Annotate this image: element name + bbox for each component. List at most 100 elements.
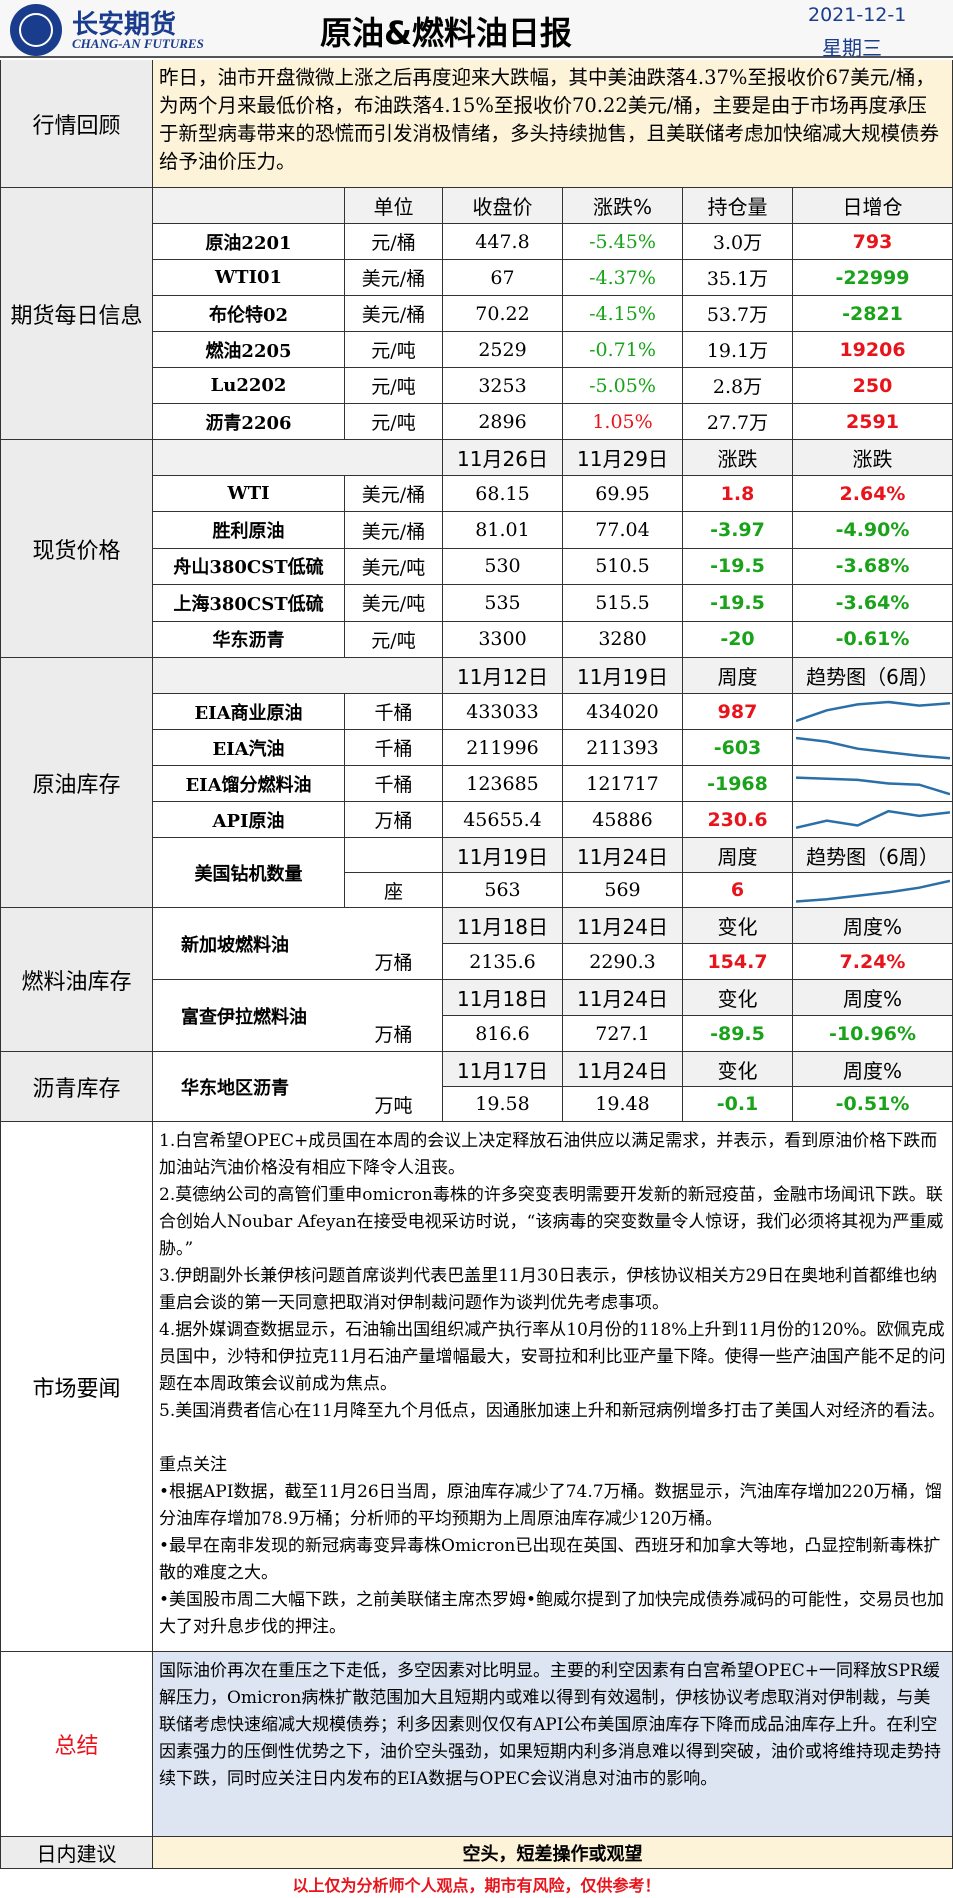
focus-item: •最早在南非发现的新冠病毒变异毒株Omicron已出现在英国、西班牙和加拿大等地… bbox=[159, 1536, 941, 1583]
fuel-inventory-percent: -10.96% bbox=[793, 1016, 953, 1052]
disclaimer-footer: 以上仅为分析师个人观点，期市有风险，仅供参考！ bbox=[292, 1875, 661, 1895]
inventory-curr: 45886 bbox=[563, 802, 683, 838]
open-interest: 35.1万 bbox=[683, 260, 793, 296]
open-interest: 2.8万 bbox=[683, 368, 793, 404]
trend-line bbox=[795, 879, 950, 903]
news-paragraph: 2.莫德纳公司的高管们重申omicron毒株的许多突变表明需要开发新的新冠疫苗，… bbox=[159, 1185, 944, 1259]
inventory-prev: 45655.4 bbox=[443, 802, 563, 838]
spot-price-prev: 68.15 bbox=[443, 476, 563, 513]
intraday-advice: 空头，短差操作或观望 bbox=[153, 1837, 953, 1869]
summary-text: 国际油价再次在重压之下走低，多空因素对比明显。主要的利空因素有白宫希望OPEC+… bbox=[153, 1652, 953, 1837]
unit-cell: 美元/桶 bbox=[345, 512, 443, 549]
inventory-weekly-change: 987 bbox=[683, 694, 793, 730]
contract-name: 原油2201 bbox=[153, 224, 345, 260]
spot-header-cell: 11月29日 bbox=[563, 440, 683, 476]
spot-product-name: 胜利原油 bbox=[153, 512, 345, 549]
asphalt-inventory-prev: 19.58 bbox=[443, 1087, 563, 1122]
futures-header-cell: 收盘价 bbox=[443, 188, 563, 224]
report-date: 2021-12-1 bbox=[808, 4, 907, 26]
inventory-weekly-change: -1968 bbox=[683, 766, 793, 802]
fuel-header-cell: 周度% bbox=[793, 908, 953, 944]
futures-header-cell: 持仓量 bbox=[683, 188, 793, 224]
inventory-item-name: API原油 bbox=[153, 802, 345, 838]
inventory-header-cell: 周度 bbox=[683, 658, 793, 694]
inventory-header-cell: 11月19日 bbox=[563, 658, 683, 694]
spot-price-curr: 510.5 bbox=[563, 548, 683, 586]
asphalt-header-cell: 11月17日 bbox=[443, 1052, 563, 1087]
spot-change-percent: -3.64% bbox=[793, 585, 953, 622]
futures-header-blank bbox=[153, 188, 345, 224]
open-interest: 27.7万 bbox=[683, 404, 793, 440]
news-paragraph: 5.美国消费者信心在11月降至九个月低点，因通胀加速上升和新冠病例增多打击了美国… bbox=[159, 1401, 945, 1421]
trend-chart-sparkline bbox=[795, 775, 950, 795]
spot-price-curr: 77.04 bbox=[563, 512, 683, 549]
daily-oi-change: -2821 bbox=[793, 296, 953, 332]
unit-cell: 千桶 bbox=[345, 766, 443, 802]
unit-cell: 万吨 bbox=[345, 1087, 443, 1122]
inventory-header-cell: 11月12日 bbox=[443, 658, 563, 694]
fuel-inventory-curr: 727.1 bbox=[563, 1016, 683, 1052]
unit-cell: 美元/桶 bbox=[345, 296, 443, 332]
focus-item: •根据API数据，截至11月26日当周，原油库存减少了74.7万桶。数据显示，汽… bbox=[159, 1482, 943, 1529]
section-label-futures: 期货每日信息 bbox=[0, 188, 153, 440]
asphalt-inventory-curr: 19.48 bbox=[563, 1087, 683, 1122]
unit-cell: 万桶 bbox=[345, 802, 443, 838]
inventory-weekly-change: 230.6 bbox=[683, 802, 793, 838]
asphalt-inventory-change: -0.1 bbox=[683, 1087, 793, 1122]
spot-price-prev: 530 bbox=[443, 548, 563, 586]
rig-count-prev: 563 bbox=[443, 873, 563, 908]
asphalt-inventory-percent: -0.51% bbox=[793, 1087, 953, 1122]
inventory-curr: 434020 bbox=[563, 694, 683, 730]
close-price: 3253 bbox=[443, 368, 563, 404]
inventory-prev: 211996 bbox=[443, 730, 563, 766]
logo-english-name: CHANG-AN FUTURES bbox=[72, 36, 204, 51]
rig-weekly-change: 6 bbox=[683, 873, 793, 908]
unit-cell: 元/桶 bbox=[345, 224, 443, 260]
spot-price-curr: 69.95 bbox=[563, 476, 683, 513]
news-paragraph: 1.白宫希望OPEC+成员国在本周的会议上决定释放石油供应以满足需求，并表示，看… bbox=[159, 1131, 938, 1178]
section-label-fuel-inventory: 燃料油库存 bbox=[0, 908, 153, 1052]
open-interest: 19.1万 bbox=[683, 332, 793, 368]
unit-cell: 座 bbox=[345, 873, 443, 908]
unit-cell: 美元/桶 bbox=[345, 476, 443, 513]
trend-chart bbox=[793, 730, 953, 766]
daily-oi-change: -22999 bbox=[793, 260, 953, 296]
contract-name: WTI01 bbox=[153, 260, 345, 296]
section-label-news: 市场要闻 bbox=[0, 1122, 153, 1652]
unit-cell: 万桶 bbox=[345, 1016, 443, 1052]
inventory-weekly-change: -603 bbox=[683, 730, 793, 766]
inventory-item-name: EIA馏分燃料油 bbox=[153, 766, 345, 802]
news-paragraph: 3.伊朗副外长兼伊核问题首席谈判代表巴盖里11月30日表示，伊核协议相关方29日… bbox=[159, 1266, 938, 1313]
market-news-block: 1.白宫希望OPEC+成员国在本周的会议上决定释放石油供应以满足需求，并表示，看… bbox=[153, 1122, 953, 1652]
daily-oi-change: 793 bbox=[793, 224, 953, 260]
focus-item: •美国股市周二大幅下跌，之前美联储主席杰罗姆•鲍威尔提到了加快完成债券减码的可能… bbox=[159, 1590, 945, 1637]
rig-header-cell: 趋势图（6周） bbox=[793, 838, 953, 873]
fuel-inventory-change: -89.5 bbox=[683, 1016, 793, 1052]
trend-chart-sparkline bbox=[795, 879, 950, 903]
spot-product-name: 华东沥青 bbox=[153, 621, 345, 658]
trend-chart-sparkline bbox=[795, 700, 950, 722]
spot-change: -20 bbox=[683, 621, 793, 658]
inventory-item-name: EIA汽油 bbox=[153, 730, 345, 766]
daily-oi-change: 250 bbox=[793, 368, 953, 404]
contract-name: 布伦特02 bbox=[153, 296, 345, 332]
close-price: 2896 bbox=[443, 404, 563, 440]
futures-header-cell: 单位 bbox=[345, 188, 443, 224]
unit-cell: 元/吨 bbox=[345, 368, 443, 404]
company-logo-icon bbox=[10, 4, 62, 56]
daily-oi-change: 2591 bbox=[793, 404, 953, 440]
inventory-item-name: EIA商业原油 bbox=[153, 694, 345, 730]
rig-header-cell: 11月24日 bbox=[563, 838, 683, 873]
unit-cell: 万桶 bbox=[345, 944, 443, 980]
section-label-advice: 日内建议 bbox=[0, 1837, 153, 1869]
rig-count-name: 美国钻机数量 bbox=[153, 838, 345, 908]
asphalt-header-cell: 周度% bbox=[793, 1052, 953, 1087]
close-price: 67 bbox=[443, 260, 563, 296]
fuel-header-cell: 11月24日 bbox=[563, 908, 683, 944]
change-percent: -4.15% bbox=[563, 296, 683, 332]
spot-change: -19.5 bbox=[683, 585, 793, 622]
trend-chart bbox=[793, 873, 953, 908]
asphalt-header-cell: 11月24日 bbox=[563, 1052, 683, 1087]
change-percent: -5.05% bbox=[563, 368, 683, 404]
